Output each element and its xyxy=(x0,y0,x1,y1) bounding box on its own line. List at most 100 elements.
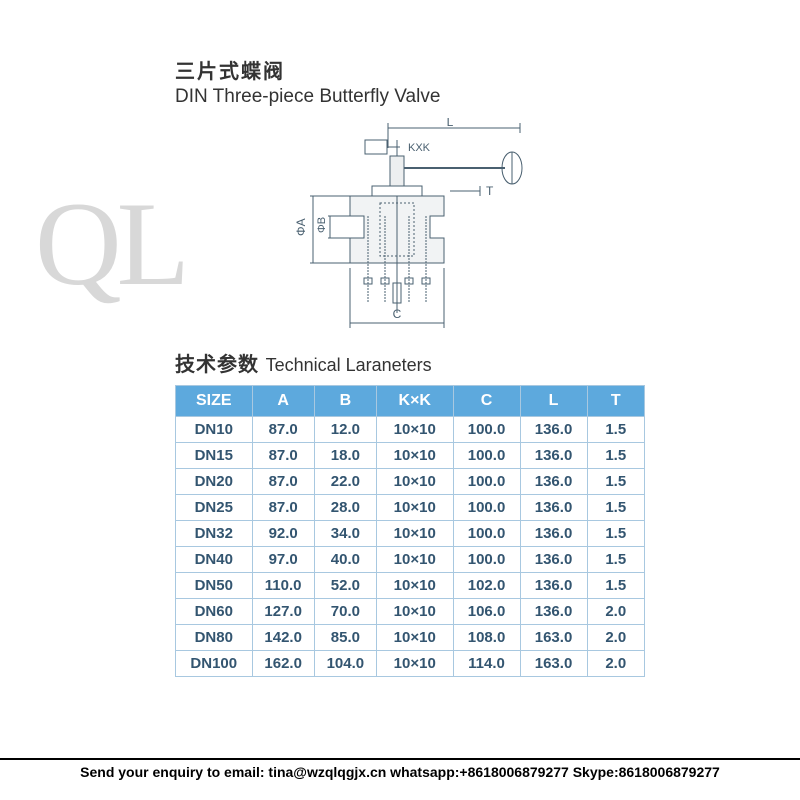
title-chinese: 三片式蝶阀 xyxy=(175,55,645,84)
table-row: DN80142.085.010×10108.0163.02.0 xyxy=(176,625,645,651)
col-header: T xyxy=(587,386,644,417)
table-cell: 85.0 xyxy=(314,625,376,651)
table-row: DN100162.0104.010×10114.0163.02.0 xyxy=(176,651,645,677)
table-cell: 1.5 xyxy=(587,547,644,573)
table-cell: 100.0 xyxy=(453,417,520,443)
table-cell: 102.0 xyxy=(453,573,520,599)
label-phiA: ΦA xyxy=(294,218,308,236)
table-cell: 87.0 xyxy=(252,443,314,469)
table-cell: 52.0 xyxy=(314,573,376,599)
section-title-en: Technical Laraneters xyxy=(266,355,432,375)
table-cell: 1.5 xyxy=(587,573,644,599)
parameters-table: SIZE A B K×K C L T DN1087.012.010×10100.… xyxy=(175,385,645,677)
table-cell: 40.0 xyxy=(314,547,376,573)
label-KxK: KXK xyxy=(408,142,431,154)
table-cell: DN40 xyxy=(176,547,253,573)
page-container: 三片式蝶阀 DIN Three-piece Butterfly Valve L … xyxy=(0,0,800,677)
table-cell: DN25 xyxy=(176,495,253,521)
table-cell: 22.0 xyxy=(314,469,376,495)
table-row: DN2087.022.010×10100.0136.01.5 xyxy=(176,469,645,495)
col-header: SIZE xyxy=(176,386,253,417)
table-cell: 104.0 xyxy=(314,651,376,677)
table-cell: 92.0 xyxy=(252,521,314,547)
table-cell: 12.0 xyxy=(314,417,376,443)
table-cell: 106.0 xyxy=(453,599,520,625)
table-body: DN1087.012.010×10100.0136.01.5DN1587.018… xyxy=(176,417,645,677)
table-cell: 10×10 xyxy=(376,625,453,651)
table-cell: 10×10 xyxy=(376,573,453,599)
table-row: DN4097.040.010×10100.0136.01.5 xyxy=(176,547,645,573)
table-cell: DN10 xyxy=(176,417,253,443)
table-cell: 87.0 xyxy=(252,417,314,443)
table-cell: DN20 xyxy=(176,469,253,495)
col-header: K×K xyxy=(376,386,453,417)
table-cell: 100.0 xyxy=(453,521,520,547)
table-cell: DN80 xyxy=(176,625,253,651)
table-cell: 100.0 xyxy=(453,495,520,521)
table-cell: 10×10 xyxy=(376,469,453,495)
table-cell: 136.0 xyxy=(520,469,587,495)
table-cell: 108.0 xyxy=(453,625,520,651)
table-cell: DN32 xyxy=(176,521,253,547)
table-cell: 28.0 xyxy=(314,495,376,521)
diagram-wrapper: L KXK T xyxy=(175,118,645,348)
col-header: C xyxy=(453,386,520,417)
table-header-row: SIZE A B K×K C L T xyxy=(176,386,645,417)
table-cell: DN15 xyxy=(176,443,253,469)
table-cell: 136.0 xyxy=(520,599,587,625)
table-cell: 2.0 xyxy=(587,651,644,677)
table-row: DN1087.012.010×10100.0136.01.5 xyxy=(176,417,645,443)
table-cell: 100.0 xyxy=(453,469,520,495)
table-cell: 87.0 xyxy=(252,495,314,521)
table-cell: DN100 xyxy=(176,651,253,677)
table-cell: 136.0 xyxy=(520,573,587,599)
col-header: A xyxy=(252,386,314,417)
table-cell: 34.0 xyxy=(314,521,376,547)
table-cell: 10×10 xyxy=(376,417,453,443)
table-cell: 136.0 xyxy=(520,443,587,469)
table-cell: 163.0 xyxy=(520,625,587,651)
table-row: DN2587.028.010×10100.0136.01.5 xyxy=(176,495,645,521)
table-cell: 10×10 xyxy=(376,443,453,469)
table-cell: DN50 xyxy=(176,573,253,599)
table-cell: 10×10 xyxy=(376,521,453,547)
table-cell: 1.5 xyxy=(587,417,644,443)
valve-diagram: L KXK T xyxy=(250,118,550,338)
col-header: L xyxy=(520,386,587,417)
footer-contact: Send your enquiry to email: tina@wzqlqgj… xyxy=(0,758,800,780)
col-header: B xyxy=(314,386,376,417)
table-cell: 2.0 xyxy=(587,625,644,651)
table-cell: 10×10 xyxy=(376,495,453,521)
table-cell: 70.0 xyxy=(314,599,376,625)
table-cell: 163.0 xyxy=(520,651,587,677)
table-cell: 1.5 xyxy=(587,443,644,469)
table-cell: 136.0 xyxy=(520,547,587,573)
label-C: C xyxy=(393,307,402,321)
label-L: L xyxy=(447,118,454,129)
table-row: DN50110.052.010×10102.0136.01.5 xyxy=(176,573,645,599)
table-cell: 1.5 xyxy=(587,469,644,495)
table-row: DN3292.034.010×10100.0136.01.5 xyxy=(176,521,645,547)
table-cell: 100.0 xyxy=(453,547,520,573)
table-cell: 127.0 xyxy=(252,599,314,625)
table-row: DN1587.018.010×10100.0136.01.5 xyxy=(176,443,645,469)
table-cell: 10×10 xyxy=(376,599,453,625)
table-cell: 142.0 xyxy=(252,625,314,651)
section-title-cn: 技术参数 xyxy=(175,354,259,376)
table-cell: 1.5 xyxy=(587,521,644,547)
table-row: DN60127.070.010×10106.0136.02.0 xyxy=(176,599,645,625)
table-cell: 1.5 xyxy=(587,495,644,521)
label-T: T xyxy=(486,184,494,198)
table-cell: 136.0 xyxy=(520,417,587,443)
table-cell: 162.0 xyxy=(252,651,314,677)
section-title: 技术参数 Technical Laraneters xyxy=(175,348,645,377)
table-cell: 114.0 xyxy=(453,651,520,677)
table-cell: 10×10 xyxy=(376,651,453,677)
table-cell: 10×10 xyxy=(376,547,453,573)
title-english: DIN Three-piece Butterfly Valve xyxy=(175,86,645,108)
table-cell: 136.0 xyxy=(520,495,587,521)
table-cell: 87.0 xyxy=(252,469,314,495)
table-cell: 110.0 xyxy=(252,573,314,599)
table-cell: DN60 xyxy=(176,599,253,625)
table-cell: 18.0 xyxy=(314,443,376,469)
